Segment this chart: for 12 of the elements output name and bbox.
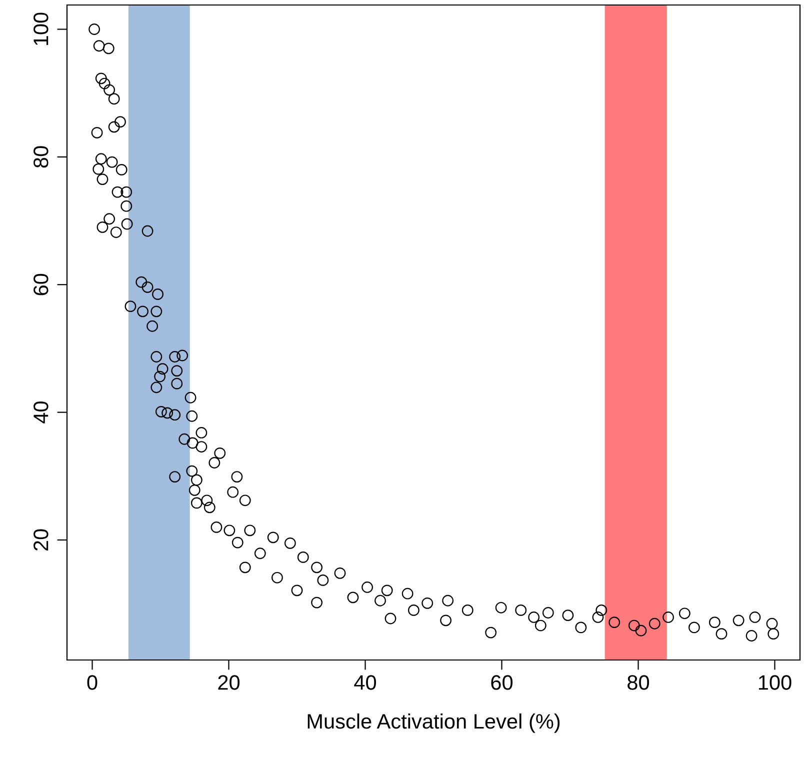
x-tick-label: 80 [628, 675, 650, 690]
y-tick-label: 60 [34, 274, 48, 296]
x-tick-label: 60 [491, 675, 513, 690]
y-tick-label: 20 [34, 529, 48, 551]
y-tick-label: 40 [34, 402, 48, 424]
x-tick-label: 40 [354, 675, 376, 690]
y-tick-label: 80 [34, 146, 48, 168]
x-axis-title: Muscle Activation Level (%) [308, 713, 560, 733]
x-tick-label: 20 [218, 675, 240, 690]
x-tick-label: 100 [758, 675, 792, 690]
y-tick-label: 100 [34, 12, 48, 46]
x-tick-label: 0 [87, 675, 98, 690]
